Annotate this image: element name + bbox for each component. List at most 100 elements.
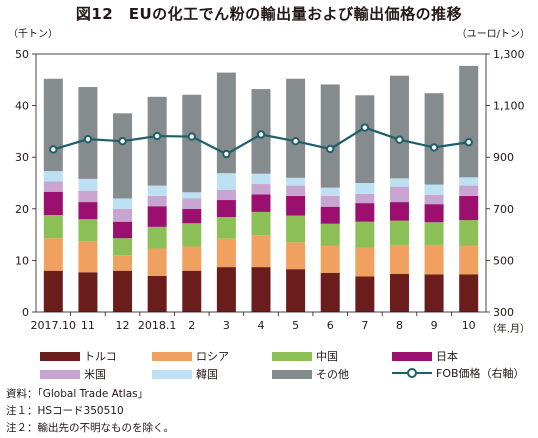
bar-segment [43, 214, 63, 239]
right-tick-label: 500 [493, 254, 514, 267]
bar-segment [216, 189, 236, 201]
left-tick-label: 0 [22, 306, 29, 319]
bar-segment [147, 185, 167, 196]
bar-segment [147, 96, 167, 186]
bar-segment [251, 235, 271, 268]
bar-segment [424, 222, 444, 245]
bar-segment [147, 206, 167, 227]
bar-segment [113, 238, 133, 256]
bar-segment [320, 195, 340, 207]
bar-segment [216, 173, 236, 190]
note-2: 注２：輸出先の不明なものを除く。 [6, 422, 174, 434]
left-tick-label: 30 [15, 151, 29, 164]
legend-label: FOB価格（右軸） [436, 367, 525, 380]
bar-segment [286, 195, 306, 216]
legend-item-china: 中国 [272, 348, 338, 364]
bar-segment [459, 185, 479, 196]
bar-segment [43, 78, 63, 172]
bar-segment [147, 275, 167, 312]
bar-segment [43, 181, 63, 192]
bar-segment [78, 202, 98, 220]
bar-segment [216, 217, 236, 239]
bar-segment [459, 274, 479, 312]
bar-segment [320, 223, 340, 246]
bar-segment [43, 191, 63, 215]
left-tick-label: 10 [15, 254, 29, 267]
x-tick-label: 12 [116, 319, 130, 332]
legend-item-usa: 米国 [40, 366, 106, 382]
bar-segment [182, 270, 202, 312]
bar-segment [424, 274, 444, 312]
x-tick-label: 5 [292, 319, 299, 332]
left-tick-label: 40 [15, 100, 29, 113]
x-tick-label: 10 [462, 319, 476, 332]
fob-price-point [187, 132, 196, 141]
bar-segment [78, 178, 98, 191]
bar-segment [389, 202, 409, 221]
x-tick-label: 4 [258, 319, 265, 332]
left-tick-label: 20 [15, 203, 29, 216]
bar-segment [113, 255, 133, 271]
bars-group [43, 65, 479, 312]
bar-segment [424, 244, 444, 275]
right-tick-label: 1,100 [493, 100, 525, 113]
bar-segment [216, 238, 236, 268]
note-1: 注１：HSコード350510 [6, 405, 124, 417]
legend-line-marker [392, 368, 432, 378]
bar-segment [251, 194, 271, 212]
right-tick-label: 1,300 [493, 48, 525, 61]
bar-segment [182, 198, 202, 209]
bar-segment [286, 185, 306, 196]
x-tick-label: 11 [81, 319, 95, 332]
bar-segment [424, 204, 444, 223]
fob-price-point [395, 135, 404, 144]
bar-segment [113, 208, 133, 222]
bar-segment [182, 192, 202, 199]
bar-segment [251, 211, 271, 236]
bar-segment [424, 93, 444, 185]
bar-segment [286, 177, 306, 186]
bar-segment [216, 72, 236, 174]
bar-segment [147, 248, 167, 276]
bar-segment [147, 226, 167, 249]
right-axis-unit: （ユーロ/トン） [457, 28, 530, 40]
bar-segment [216, 200, 236, 218]
legend-item-russia: ロシア [152, 348, 229, 364]
fob-price-point [291, 137, 300, 146]
x-tick-label: 9 [431, 319, 438, 332]
fob-price-point [256, 130, 266, 139]
legend-label: 米国 [84, 368, 106, 381]
legend-item-fob-price: FOB価格（右軸） [392, 365, 525, 381]
bar-segment [355, 203, 375, 222]
bar-segment [43, 270, 63, 312]
legend-label: 中国 [316, 350, 338, 363]
axes-group: 0 10 20 30 40 50 300 500 700 900 1,100 1,300 2017.10… [15, 48, 525, 332]
bar-segment [182, 246, 202, 271]
bar-segment [78, 190, 98, 203]
x-tick-label: 2018.1 [138, 319, 177, 332]
fob-price-point [429, 143, 439, 152]
bar-segment [251, 267, 271, 312]
bar-segment [286, 269, 306, 312]
legend-item-turkey: トルコ [40, 348, 117, 364]
legend-swatch [272, 351, 312, 361]
legend-swatch [392, 351, 432, 361]
fob-price-point [360, 123, 370, 132]
bar-segment [286, 242, 306, 270]
left-tick-label: 50 [15, 48, 29, 61]
bar-segment [182, 223, 202, 247]
bar-segment [389, 178, 409, 187]
chart-title: 図12 EUの化工でん粉の輸出量および輸出価格の推移 [75, 5, 463, 23]
bar-segment [355, 247, 375, 277]
bar-segment [113, 221, 133, 239]
legend-item-japan: 日本 [392, 348, 458, 364]
legend-swatch [272, 369, 312, 379]
legend-swatch [152, 351, 192, 361]
x-tick-label: 2 [188, 319, 195, 332]
price-line-group [49, 123, 473, 159]
legend-swatch [152, 369, 192, 379]
bar-segment [320, 245, 340, 273]
right-tick-label: 900 [493, 151, 514, 164]
bar-segment [113, 113, 133, 199]
bar-segment [459, 245, 479, 275]
